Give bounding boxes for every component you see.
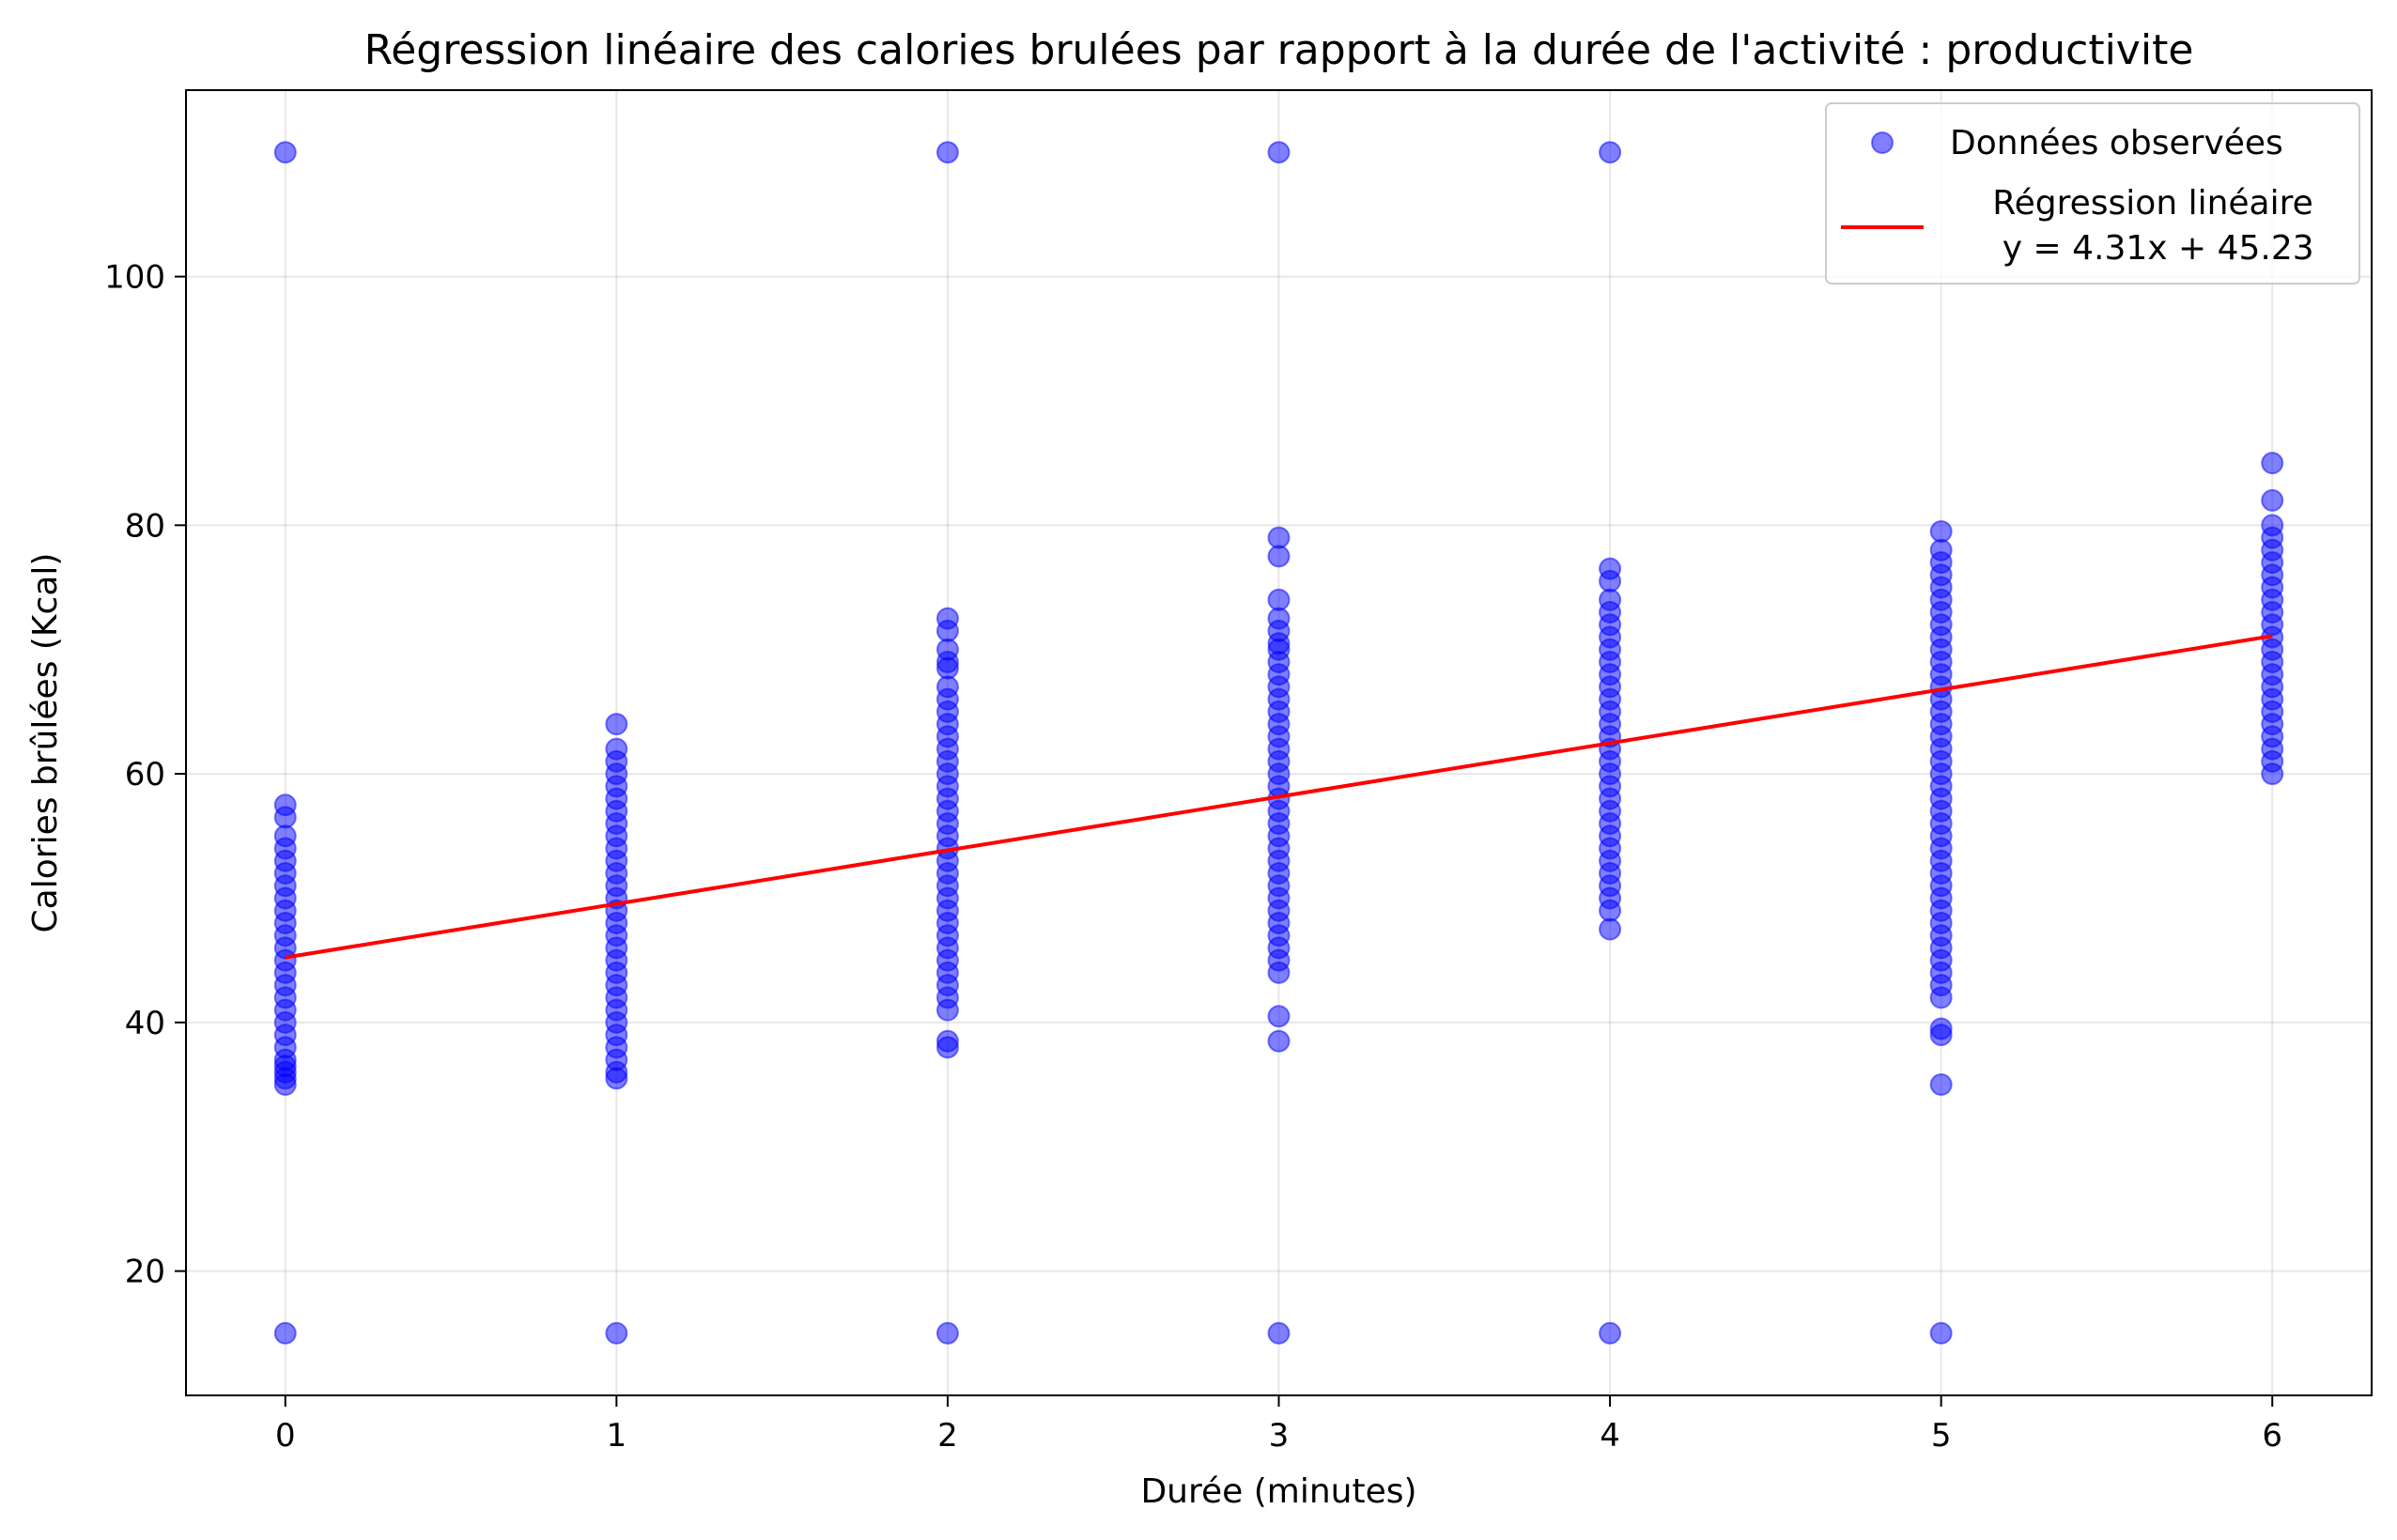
data-point xyxy=(1599,141,1622,164)
data-point xyxy=(936,141,959,164)
data-point xyxy=(2261,488,2284,512)
data-point xyxy=(936,1321,959,1345)
y-tick-label: 20 xyxy=(125,1254,165,1291)
y-tick-label: 100 xyxy=(104,259,165,297)
data-point xyxy=(2261,762,2284,786)
data-point xyxy=(1267,545,1291,568)
legend-marker-scatter xyxy=(1871,131,1894,154)
data-point xyxy=(1929,519,1953,543)
x-tick-label: 6 xyxy=(2262,1417,2282,1455)
data-point xyxy=(1267,1321,1291,1345)
data-point xyxy=(273,806,297,829)
data-point xyxy=(1267,141,1291,164)
data-point xyxy=(936,1036,959,1059)
y-axis-label: Calories brûlées (Kcal) xyxy=(26,553,65,933)
y-tick-label: 80 xyxy=(125,507,165,545)
data-point xyxy=(936,619,959,642)
y-tick-label: 60 xyxy=(125,756,165,793)
x-tick-label: 0 xyxy=(275,1417,296,1455)
data-point xyxy=(936,998,959,1022)
data-point xyxy=(1929,1024,1953,1047)
x-tick-label: 2 xyxy=(937,1417,958,1455)
data-point xyxy=(1929,1073,1953,1097)
data-point xyxy=(1929,1321,1953,1345)
data-point xyxy=(273,1321,297,1345)
regression-line xyxy=(285,634,2273,960)
tick-layer: 0 1 2 3 4 5 6 20 40 60 80 100 xyxy=(104,259,2282,1455)
data-point xyxy=(1267,1029,1291,1053)
data-point xyxy=(605,713,628,736)
x-tick-label: 3 xyxy=(1269,1417,1290,1455)
data-point xyxy=(1599,1321,1622,1345)
data-point xyxy=(1267,588,1291,611)
legend: Données observées Régression linéaire y … xyxy=(1825,102,2360,285)
data-point xyxy=(1929,986,1953,1009)
data-point xyxy=(2261,452,2284,475)
legend-label-scatter: Données observées xyxy=(1950,124,2283,162)
data-point xyxy=(605,1321,628,1345)
legend-label-equation: y = 4.31x + 45.23 xyxy=(1991,229,2313,268)
data-point xyxy=(1599,899,1622,922)
data-point xyxy=(273,141,297,164)
legend-label-line: Régression linéaire xyxy=(1992,184,2313,223)
data-point xyxy=(273,1073,297,1097)
data-point xyxy=(605,1067,628,1090)
x-axis-label: Durée (minutes) xyxy=(1140,1472,1416,1511)
chart-title: Régression linéaire des calories brulées… xyxy=(364,26,2194,74)
data-point xyxy=(1267,1005,1291,1028)
data-point xyxy=(1599,569,1622,593)
data-point xyxy=(936,656,959,680)
data-point xyxy=(1599,917,1622,941)
x-tick-label: 5 xyxy=(1931,1417,1952,1455)
data-layer xyxy=(273,141,2284,1345)
x-tick-label: 1 xyxy=(607,1417,627,1455)
data-point xyxy=(1267,526,1291,549)
legend-box xyxy=(1825,102,2360,285)
y-tick-label: 40 xyxy=(125,1005,165,1042)
x-tick-label: 4 xyxy=(1600,1417,1620,1455)
data-point xyxy=(1267,961,1291,984)
